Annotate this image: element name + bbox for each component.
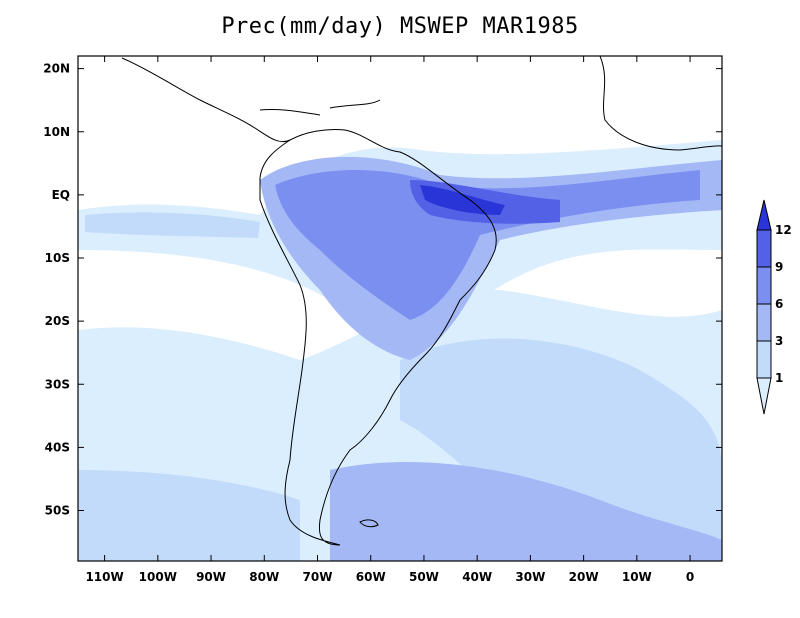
lat-tick-label: 20N xyxy=(43,62,70,76)
colorbar-bin xyxy=(756,303,772,342)
lat-tick-label: EQ xyxy=(52,188,70,202)
caribbean-outline xyxy=(259,99,381,116)
lon-tick-label: 50W xyxy=(409,570,439,584)
lon-tick-label: 20W xyxy=(569,570,599,584)
lat-tick-label: 20S xyxy=(45,314,70,328)
colorbar-label: 12 xyxy=(775,223,792,237)
lon-tick-label: 0 xyxy=(686,570,694,584)
colorbar-label: 3 xyxy=(775,334,783,348)
south-america-outline xyxy=(259,129,497,546)
coastlines xyxy=(121,56,722,546)
precip-amazon-high xyxy=(275,170,700,320)
lat-tick-label: 10N xyxy=(43,125,70,139)
lat-tick-label: 40S xyxy=(45,440,70,454)
lon-tick-label: 80W xyxy=(249,570,279,584)
falklands-outline xyxy=(359,519,379,528)
lon-tick-label: 110W xyxy=(85,570,123,584)
precipitation-field xyxy=(78,56,722,561)
colorbar-min-arrow xyxy=(756,377,772,415)
colorbar-max-arrow xyxy=(756,199,772,231)
precip-band-southern-ocean xyxy=(330,461,722,561)
lon-tick-label: 70W xyxy=(303,570,333,584)
central-america-outline xyxy=(121,57,291,143)
colorbar-bin xyxy=(756,266,772,305)
colorbar-label: 6 xyxy=(775,297,783,311)
lon-tick-label: 40W xyxy=(462,570,492,584)
precip-band-southeast xyxy=(400,338,722,561)
map-frame xyxy=(77,55,723,562)
lat-tick-label: 10S xyxy=(45,251,70,265)
lat-tick-label: 30S xyxy=(45,377,70,391)
lon-tick-label: 10W xyxy=(622,570,652,584)
lon-tick-label: 30W xyxy=(515,570,545,584)
precip-band-pacific xyxy=(85,212,260,238)
map-title: Prec(mm/day) MSWEP MAR1985 xyxy=(221,14,579,39)
precip-max xyxy=(420,185,505,215)
colorbar-bin xyxy=(756,229,772,268)
lon-tick-label: 100W xyxy=(139,570,177,584)
africa-outline xyxy=(599,56,722,151)
precip-band-southwest xyxy=(78,470,300,561)
lat-tick-label: 50S xyxy=(45,504,70,518)
colorbar-label: 1 xyxy=(775,371,783,385)
longitude-axis: 110W 100W 90W 80W 70W 60W 50W 40W 30W 20W 10W 0 xyxy=(85,56,694,584)
latitude-axis: 20N 10N EQ 10S 20S 30S 40S 50S xyxy=(43,62,722,518)
colorbar-bin xyxy=(756,340,772,379)
lon-tick-label: 60W xyxy=(356,570,386,584)
colorbar-label: 9 xyxy=(775,260,783,274)
colorbar: 12 9 6 3 1 xyxy=(756,199,792,415)
lon-tick-label: 90W xyxy=(196,570,226,584)
